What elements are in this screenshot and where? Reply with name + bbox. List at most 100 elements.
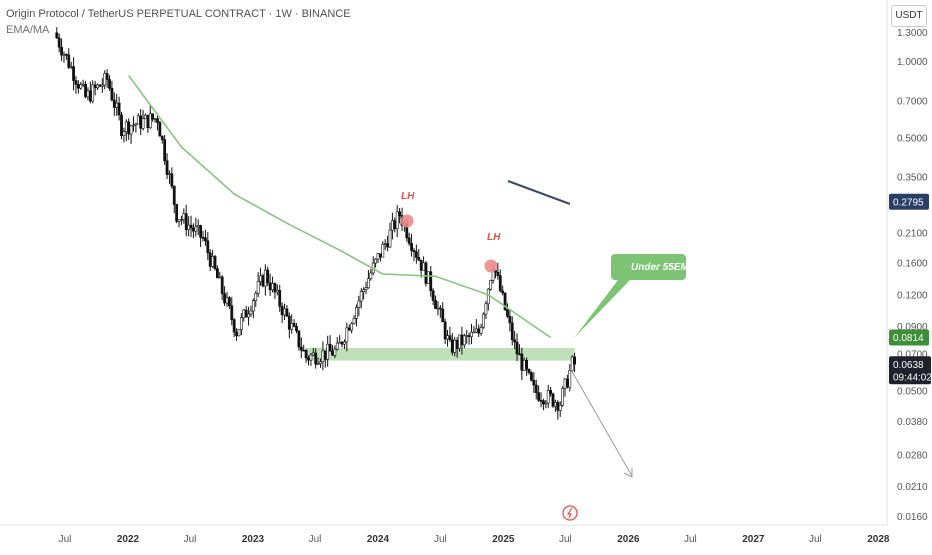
candle[interactable] xyxy=(532,379,536,386)
candle[interactable] xyxy=(165,160,169,175)
candle[interactable] xyxy=(436,307,440,310)
candle[interactable] xyxy=(172,185,176,205)
currency-selector[interactable]: USDT xyxy=(891,5,927,27)
candle[interactable] xyxy=(542,400,545,405)
candle[interactable] xyxy=(316,363,320,365)
candle[interactable] xyxy=(390,220,394,231)
candle[interactable] xyxy=(446,335,449,340)
candle[interactable] xyxy=(462,335,466,346)
candle[interactable] xyxy=(196,225,200,228)
candle[interactable] xyxy=(352,318,356,324)
candle[interactable] xyxy=(242,309,246,318)
candle[interactable] xyxy=(472,331,476,334)
candle[interactable] xyxy=(419,259,423,271)
flash-icon[interactable] xyxy=(562,505,578,521)
candle[interactable] xyxy=(386,243,390,248)
candle[interactable] xyxy=(412,250,416,252)
candle[interactable] xyxy=(55,32,59,39)
candle[interactable] xyxy=(153,118,157,120)
candle[interactable] xyxy=(556,402,560,411)
candle[interactable] xyxy=(259,275,262,282)
candle[interactable] xyxy=(388,229,392,248)
candle[interactable] xyxy=(422,262,425,271)
candle[interactable] xyxy=(474,328,478,333)
candle[interactable] xyxy=(350,323,354,331)
candle[interactable] xyxy=(254,292,258,301)
candle[interactable] xyxy=(486,288,490,305)
candle[interactable] xyxy=(96,84,99,89)
candle[interactable] xyxy=(249,310,253,315)
candle[interactable] xyxy=(208,252,212,267)
candle[interactable] xyxy=(244,309,248,318)
candle[interactable] xyxy=(156,118,159,123)
candle[interactable] xyxy=(328,343,332,352)
candle[interactable] xyxy=(184,213,188,230)
candle[interactable] xyxy=(554,402,557,407)
candle[interactable] xyxy=(395,211,399,229)
candle[interactable] xyxy=(230,305,234,320)
candle[interactable] xyxy=(141,118,145,129)
candle[interactable] xyxy=(453,339,457,353)
candle[interactable] xyxy=(120,114,123,136)
candle[interactable] xyxy=(151,113,155,120)
candle[interactable] xyxy=(64,53,68,56)
candle[interactable] xyxy=(295,326,298,332)
ema-value-badge[interactable] xyxy=(889,329,929,346)
candle[interactable] xyxy=(573,356,576,365)
candle[interactable] xyxy=(100,84,104,87)
support-zone[interactable] xyxy=(306,347,575,361)
candle[interactable] xyxy=(510,322,514,341)
candle[interactable] xyxy=(482,313,485,328)
candle[interactable] xyxy=(331,350,334,356)
candle[interactable] xyxy=(513,339,517,343)
candle[interactable] xyxy=(163,139,167,162)
candle[interactable] xyxy=(355,307,358,319)
candle[interactable] xyxy=(220,276,224,294)
candle[interactable] xyxy=(520,353,524,371)
candle[interactable] xyxy=(302,349,306,352)
candle[interactable] xyxy=(144,114,147,120)
candle[interactable] xyxy=(309,354,313,361)
candle[interactable] xyxy=(458,334,461,349)
candle[interactable] xyxy=(343,341,346,345)
candle[interactable] xyxy=(407,237,411,244)
candle[interactable] xyxy=(448,335,452,341)
candle[interactable] xyxy=(280,305,284,316)
candle[interactable] xyxy=(148,113,152,128)
candle[interactable] xyxy=(187,224,191,230)
candle[interactable] xyxy=(364,287,368,291)
candle[interactable] xyxy=(467,335,471,338)
candle[interactable] xyxy=(69,66,73,68)
candle[interactable] xyxy=(177,219,181,222)
candle[interactable] xyxy=(544,402,548,405)
candle[interactable] xyxy=(498,275,502,292)
candle[interactable] xyxy=(362,289,366,292)
candle[interactable] xyxy=(278,290,282,307)
candle[interactable] xyxy=(381,244,385,258)
candle[interactable] xyxy=(465,335,469,337)
candle[interactable] xyxy=(108,79,111,89)
callout-box[interactable] xyxy=(574,254,686,338)
candle[interactable] xyxy=(525,359,529,370)
candle[interactable] xyxy=(225,297,229,304)
candle[interactable] xyxy=(518,353,521,356)
ema55-line[interactable] xyxy=(128,75,552,339)
candle[interactable] xyxy=(340,341,344,345)
candle[interactable] xyxy=(180,219,183,221)
candle[interactable] xyxy=(201,237,205,239)
candle[interactable] xyxy=(551,393,555,407)
candle[interactable] xyxy=(122,131,126,136)
candle[interactable] xyxy=(261,275,265,287)
candle[interactable] xyxy=(527,369,531,373)
candle[interactable] xyxy=(158,122,162,137)
candle[interactable] xyxy=(136,115,140,125)
candle[interactable] xyxy=(299,346,303,351)
candle[interactable] xyxy=(237,329,241,337)
candle[interactable] xyxy=(127,121,131,135)
candle[interactable] xyxy=(105,73,109,80)
candle[interactable] xyxy=(503,292,507,311)
candle[interactable] xyxy=(285,308,289,317)
candle[interactable] xyxy=(175,204,179,222)
candle[interactable] xyxy=(218,276,222,279)
